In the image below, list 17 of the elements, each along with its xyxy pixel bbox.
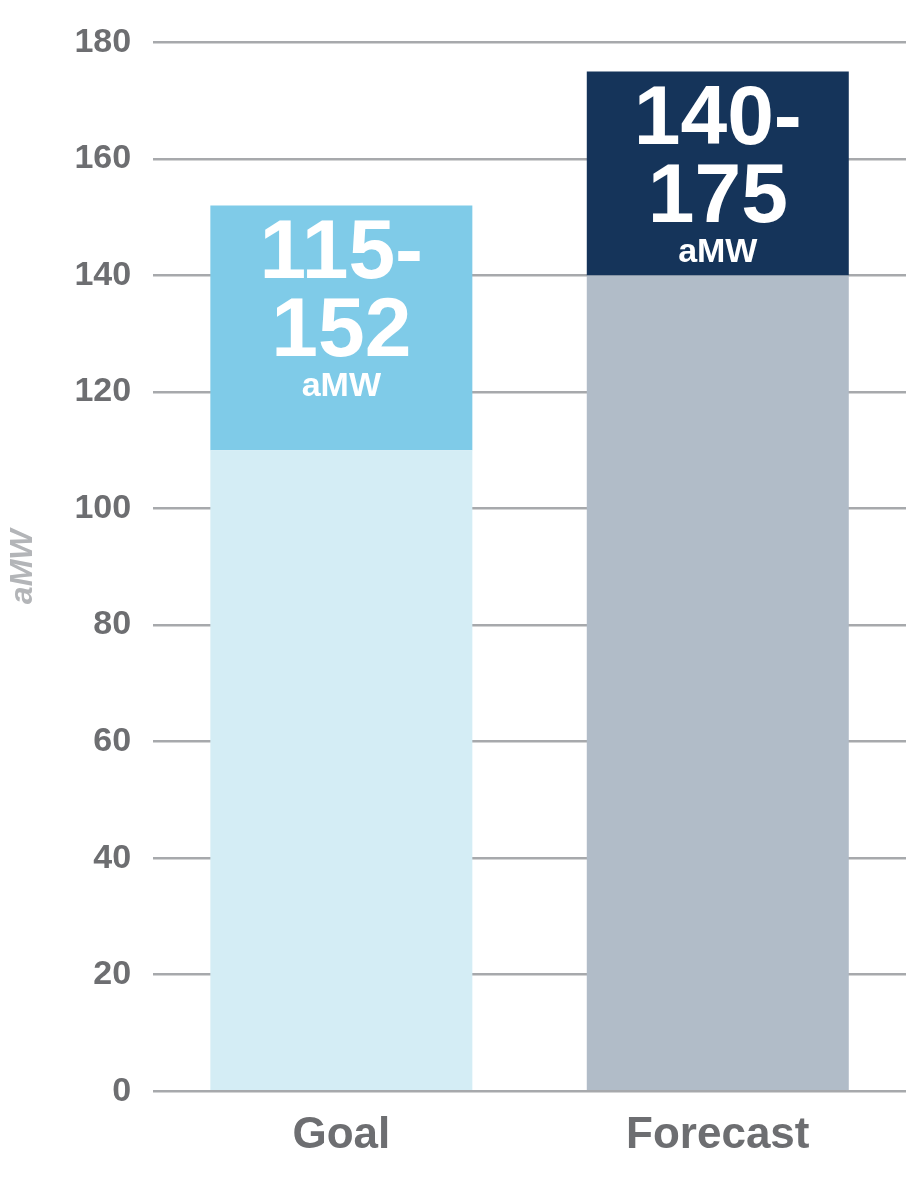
y-tick-label: 140	[74, 253, 132, 292]
y-tick-label: 100	[74, 486, 132, 525]
data-label: 115- 152 aMW	[259, 201, 424, 403]
data-label: 140- 175 aMW	[633, 67, 802, 269]
y-tick-label: 80	[93, 603, 132, 642]
x-tick-label: Goal	[292, 1107, 391, 1157]
y-tick-label: 180	[74, 20, 132, 59]
y-tick-label: 20	[93, 953, 132, 992]
y-tick-label: 60	[93, 719, 132, 758]
y-tick-label: 0	[112, 1069, 132, 1108]
x-tick-label: Forecast	[626, 1107, 810, 1157]
y-tick-label: 120	[74, 370, 132, 409]
y-tick-label: 40	[93, 836, 132, 875]
bar	[210, 450, 473, 1090]
y-tick-label: 160	[74, 137, 132, 176]
y-axis-title: aMW	[3, 526, 40, 605]
bar	[586, 275, 849, 1090]
